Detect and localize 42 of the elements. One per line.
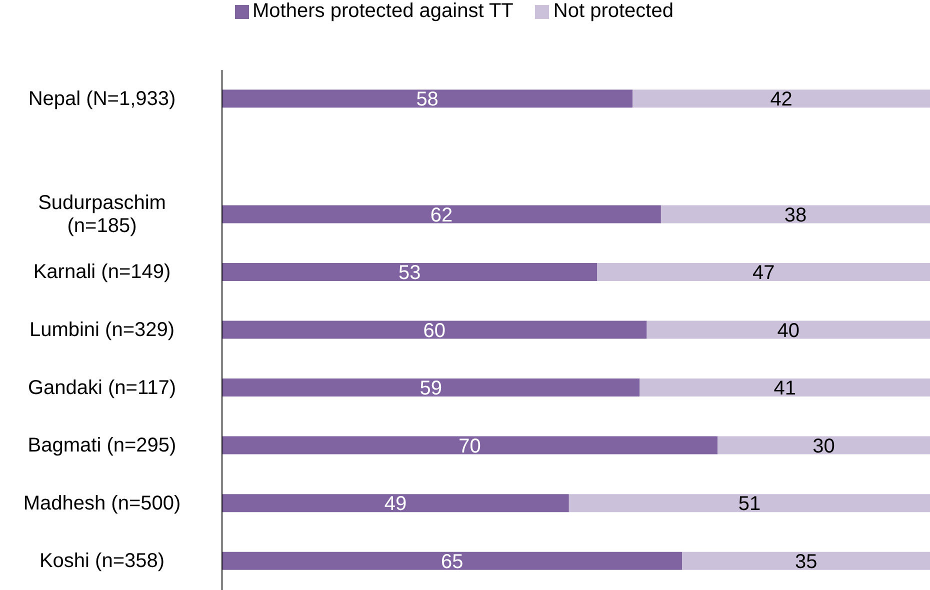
bar [222, 378, 640, 397]
bar [222, 262, 598, 281]
bar [682, 552, 930, 570]
data-label: 30 [812, 435, 835, 458]
data-label: 35 [794, 550, 818, 573]
bar [222, 436, 718, 454]
data-label: 58 [416, 88, 438, 111]
bar [718, 436, 930, 454]
bar [597, 262, 930, 281]
data-label: 59 [420, 378, 442, 400]
y-tick-label: Madhesh (n=500) [23, 492, 181, 514]
bar [646, 320, 930, 339]
legend-label: Not protected [553, 0, 674, 22]
data-label: 51 [738, 493, 761, 516]
legend-label: Mothers protected against TT [252, 0, 514, 22]
data-label: 49 [384, 493, 407, 516]
data-label: 41 [774, 378, 796, 400]
data-label: 65 [440, 550, 464, 573]
data-label: 47 [752, 262, 775, 284]
bar [222, 494, 569, 512]
bar [660, 205, 930, 224]
bar [222, 552, 682, 570]
bar [222, 90, 633, 108]
data-label: 60 [423, 320, 446, 342]
data-label: 62 [430, 204, 453, 226]
y-tick-label: Bagmati (n=295) [28, 434, 176, 457]
bar [222, 205, 661, 224]
bar [568, 494, 930, 512]
data-label: 42 [770, 88, 792, 111]
bar [640, 378, 930, 397]
data-label: 70 [458, 435, 481, 458]
data-label: 40 [777, 320, 800, 342]
y-tick-label: Nepal (N=1,933) [28, 88, 176, 110]
y-tick-label: Sudurpaschim (n=185) [38, 192, 166, 237]
bar [222, 320, 647, 339]
data-label: 53 [398, 262, 421, 284]
y-tick-label: Gandaki (n=117) [28, 376, 176, 399]
y-tick-label: Karnali (n=149) [33, 261, 171, 284]
bar [632, 90, 930, 108]
data-label: 38 [784, 204, 807, 226]
y-tick-label: Lumbini (n=329) [29, 319, 175, 341]
y-tick-label: Koshi (n=358) [39, 550, 165, 572]
